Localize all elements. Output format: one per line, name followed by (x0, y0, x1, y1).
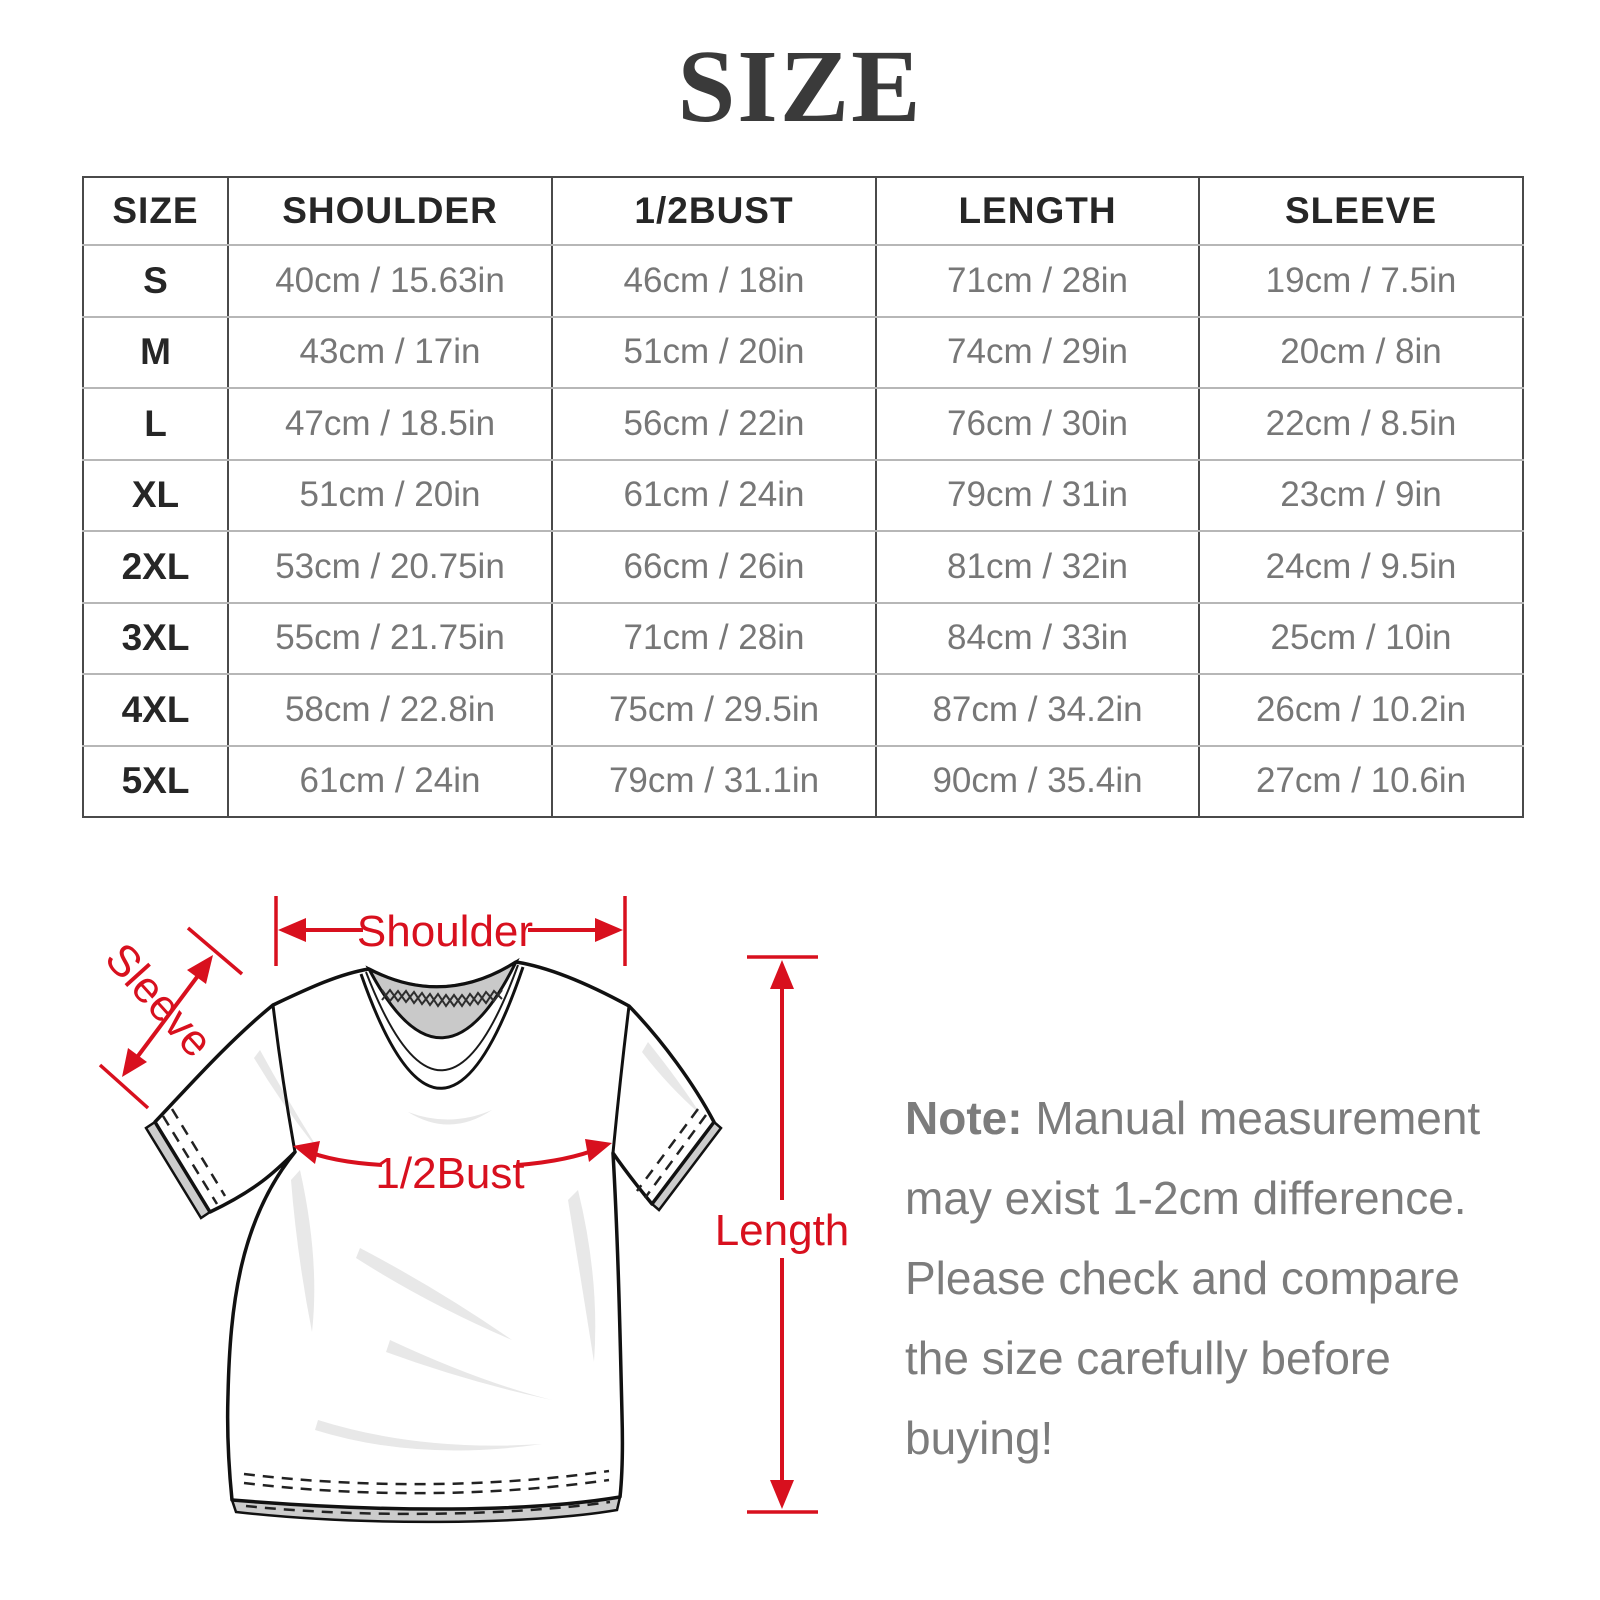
wrinkle-shading (291, 1170, 315, 1332)
measurement-cell: 74cm / 29in (875, 316, 1199, 389)
page-title: SIZE (677, 29, 923, 144)
measurement-cell: 40cm / 15.63in (227, 245, 552, 318)
bust-label: 1/2Bust (375, 1149, 524, 1198)
measurement-cell: 43cm / 17in (227, 316, 552, 389)
measurement-cell: 71cm / 28in (551, 602, 876, 675)
size-cell: 5XL (121, 760, 190, 802)
size-cell: 4XL (83, 674, 228, 747)
measurement-cell: 87cm / 34.2in (875, 674, 1199, 747)
measurement-cell: 46cm / 18in (551, 245, 876, 318)
left-cuff-stitch (170, 1108, 227, 1197)
column-header-sleeve: SLEEVE (1198, 177, 1523, 246)
measurement-cell: 47cm / 18.5in (227, 388, 552, 461)
measurement-cell: 27cm / 10.6in (1198, 745, 1523, 817)
size-cell: L (83, 388, 228, 461)
length-label: Length (715, 1206, 850, 1255)
measurement-cell: 71cm / 28in (875, 245, 1199, 318)
hem-roll-stitch (245, 1500, 611, 1516)
shoulder-label: Shoulder (357, 907, 533, 956)
right-sleeve-seam (611, 1005, 631, 1154)
table-row: M 43cm / 17in 51cm / 20in 74cm / 29in 20cm /… (83, 316, 1523, 389)
right-cuff-stitch (643, 1114, 708, 1199)
right-cuff-stitch (635, 1108, 700, 1192)
measurement-cell: 22cm / 8.5in (1198, 388, 1523, 461)
size-cell: M (83, 316, 228, 389)
measurement-cell: 81cm / 32in (875, 531, 1199, 604)
collar-seam-inner (365, 964, 519, 1072)
measurement-cell: 51cm / 20in (227, 459, 552, 532)
measurement-cell: 26cm / 10.2in (1198, 674, 1523, 747)
hem-stitch (243, 1469, 610, 1486)
sleeve-label: Sleeve (96, 934, 222, 1067)
bust-measure: 1/2Bust (293, 1139, 612, 1198)
measurement-cell: 90cm / 35.4in (875, 745, 1199, 817)
measurement-cell: 79cm / 31.1in (551, 745, 876, 817)
measurement-cell: 79cm / 31in (875, 459, 1199, 532)
size-cell: 2XL (83, 531, 228, 604)
wrinkle-shading (315, 1420, 542, 1451)
note-prefix: Note: (905, 1092, 1023, 1144)
table-row: XL 51cm / 20in 61cm / 24in 79cm / 31in 23cm … (83, 459, 1523, 532)
size-table-header-row: SIZE SHOULDER 1/2BUST LENGTH SLEEVE (83, 177, 1523, 246)
measurement-cell: 66cm / 26in (551, 531, 876, 604)
column-header-length: LENGTH (875, 177, 1199, 246)
wrinkle-shading (386, 1340, 552, 1400)
measurement-cell: 24cm / 9.5in (1198, 531, 1523, 604)
column-header-size: SIZE (83, 177, 228, 246)
measurement-cell: 20cm / 8in (1198, 316, 1523, 389)
table-row: 2XL 53cm / 20.75in 66cm / 26in 81cm / 32in 2… (83, 531, 1523, 604)
measurement-cell: 56cm / 22in (551, 388, 876, 461)
size-table-body: S 40cm / 15.63in 46cm / 18in 71cm / 28in 19c… (83, 245, 1523, 817)
measurement-cell: 51cm / 20in (551, 316, 876, 389)
size-cell: 3XL (83, 602, 228, 675)
measurement-cell: 19cm / 7.5in (1198, 245, 1523, 318)
table-row: S 40cm / 15.63in 46cm / 18in 71cm / 28in 19c… (83, 245, 1523, 318)
wrinkle-shading (408, 1110, 492, 1125)
measurement-cell: 61cm / 24in (227, 745, 552, 817)
collar-stitch-zigzag (381, 989, 503, 1008)
column-header-shoulder: SHOULDER (227, 177, 552, 246)
measurement-cell: 55cm / 21.75in (227, 602, 552, 675)
measurement-cell: 23cm / 9in (1198, 459, 1523, 532)
measurement-cell: 76cm / 30in (875, 388, 1199, 461)
tshirt-measurement-diagram: Shoulder Sleeve 1/2Bust Lengt (96, 896, 850, 1524)
measurement-cell: 61cm / 24in (551, 459, 876, 532)
table-row: 5XL 61cm / 24in 79cm / 31.1in 90cm / 35.4in… (83, 745, 1523, 817)
left-sleeve-seam (271, 1004, 297, 1153)
measurement-cell: 84cm / 33in (875, 602, 1199, 675)
measurement-cell: 75cm / 29.5in (551, 674, 876, 747)
size-cell: XL (83, 459, 228, 532)
shoulder-measure: Shoulder (274, 896, 627, 966)
measurement-cell: 53cm / 20.75in (227, 531, 552, 604)
size-cell: S (83, 245, 228, 318)
table-row: 4XL 58cm / 22.8in 75cm / 29.5in 87cm / 34.2… (83, 674, 1523, 747)
collar-seam (359, 966, 525, 1090)
table-row: L 47cm / 18.5in 56cm / 22in 76cm / 30in 22cm… (83, 388, 1523, 461)
column-header-bust: 1/2BUST (551, 177, 876, 246)
left-cuff-stitch (161, 1115, 219, 1205)
wrinkle-shading (568, 1190, 596, 1362)
measurement-note: Note: Manual measurement may exist 1-2cm… (905, 1078, 1519, 1478)
length-measure: Length (715, 955, 850, 1514)
measurement-cell: 58cm / 22.8in (227, 674, 552, 747)
tshirt-body (153, 960, 716, 1511)
wrinkle-shading (642, 1042, 701, 1115)
size-table: SIZE SHOULDER 1/2BUST LENGTH SLEEVE S 40c… (82, 176, 1524, 818)
measurement-cell: 25cm / 10in (1198, 602, 1523, 675)
wrinkle-shading (356, 1248, 512, 1340)
tshirt-illustration (144, 957, 723, 1524)
note-text: Manual measurement may exist 1-2cm diffe… (905, 1092, 1481, 1464)
table-row: 3XL 55cm / 21.75in 71cm / 28in 84cm / 33in 2… (83, 602, 1523, 675)
hem-stitch (243, 1478, 610, 1495)
